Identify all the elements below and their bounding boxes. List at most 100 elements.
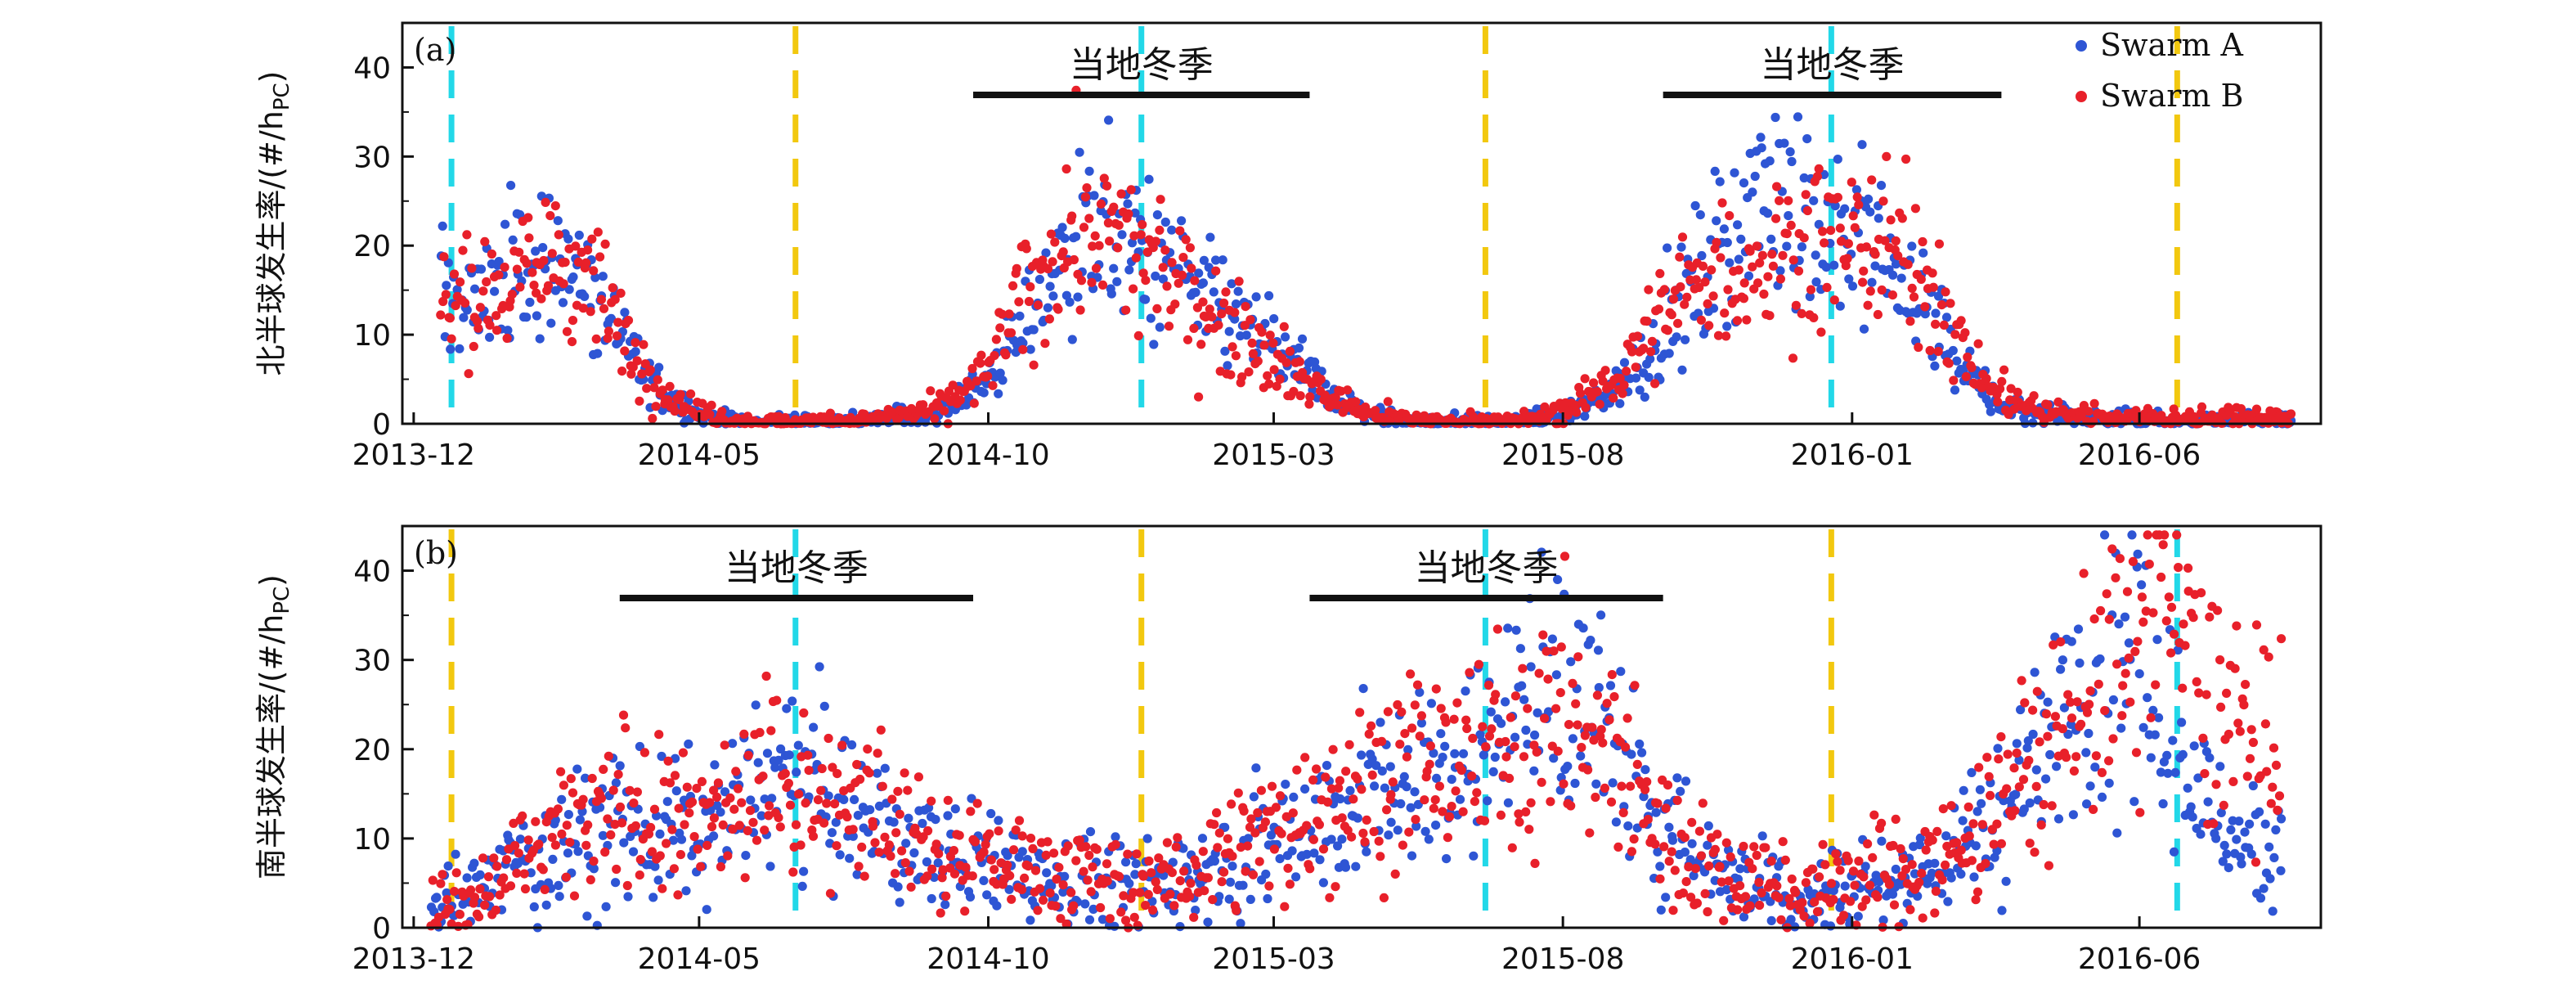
data-point: [1696, 315, 1706, 325]
data-point: [1171, 842, 1181, 852]
data-point: [1024, 296, 1034, 307]
data-point: [432, 893, 442, 902]
data-point: [635, 855, 645, 865]
data-point: [2245, 819, 2255, 829]
data-point: [1846, 897, 1856, 906]
data-point: [1703, 840, 1712, 850]
data-point: [1033, 300, 1043, 310]
data-point: [1300, 784, 1310, 794]
data-point: [1605, 681, 1616, 690]
data-point: [1576, 751, 1586, 761]
data-point: [2020, 698, 2030, 708]
data-point: [1269, 844, 1279, 854]
data-point: [2218, 857, 2228, 866]
data-point: [954, 830, 964, 840]
data-point: [981, 839, 990, 849]
data-point: [1025, 282, 1035, 292]
data-point: [1676, 786, 1685, 796]
data-point: [1543, 674, 1553, 684]
data-point: [1112, 277, 1122, 286]
data-point: [1211, 255, 1221, 265]
data-point: [1700, 888, 1710, 898]
data-point: [1632, 331, 1643, 341]
data-point: [717, 407, 727, 416]
data-point: [1960, 328, 1970, 338]
data-point: [1689, 870, 1699, 880]
data-point: [1556, 642, 1566, 652]
data-point: [1029, 325, 1039, 335]
data-point: [1870, 261, 1880, 271]
data-point: [1570, 778, 1580, 789]
data-point: [1061, 164, 1071, 174]
data-point: [2053, 814, 2064, 824]
data-point: [2066, 697, 2076, 707]
data-point: [1281, 780, 1290, 789]
data-point: [1099, 173, 1109, 183]
data-point: [657, 385, 667, 395]
data-point: [1971, 841, 1981, 851]
data-point: [1721, 331, 1731, 341]
data-point: [1265, 331, 1275, 340]
data-point: [1695, 210, 1705, 220]
data-point: [452, 285, 462, 295]
data-point: [1952, 356, 1962, 366]
data-point: [1829, 295, 1839, 305]
data-point: [2211, 780, 2221, 789]
data-point: [1185, 892, 1195, 902]
data-point: [581, 258, 591, 268]
data-point: [2031, 765, 2041, 775]
data-point: [994, 816, 1003, 825]
data-point: [874, 848, 884, 857]
data-point: [753, 758, 763, 767]
data-point: [1776, 915, 1786, 924]
data-point: [1040, 339, 1050, 349]
data-point: [1910, 204, 1920, 214]
data-point: [886, 851, 895, 861]
data-point: [2215, 655, 2225, 665]
data-point: [1587, 722, 1597, 732]
data-point: [783, 778, 794, 789]
data-point: [1117, 230, 1127, 240]
data-point: [1905, 317, 1915, 326]
data-point: [1647, 336, 1657, 346]
data-point: [1510, 691, 1520, 701]
data-point: [1309, 848, 1319, 858]
data-point: [1749, 842, 1759, 852]
data-point: [1748, 864, 1757, 874]
data-point: [637, 369, 647, 379]
data-point: [1914, 342, 1923, 353]
data-point: [1553, 746, 1563, 756]
data-point: [648, 893, 658, 902]
data-point: [1253, 356, 1263, 366]
data-point: [2043, 400, 2053, 410]
data-point: [1549, 646, 1559, 656]
data-point: [2143, 530, 2152, 540]
data-point: [1618, 807, 1628, 818]
data-point: [1889, 900, 1900, 910]
data-point: [903, 785, 913, 795]
data-point: [1458, 807, 1468, 816]
data-point: [931, 815, 940, 825]
data-point: [1479, 816, 1490, 825]
data-point: [1630, 681, 1640, 690]
data-point: [1280, 902, 1290, 911]
data-point: [2089, 398, 2099, 408]
data-point: [1167, 258, 1177, 268]
data-point: [1422, 767, 1432, 776]
data-point: [1008, 281, 1018, 290]
data-point: [1227, 799, 1236, 809]
data-point: [1763, 209, 1773, 218]
data-point: [1833, 155, 1842, 164]
data-point: [436, 310, 446, 320]
data-point: [1919, 248, 1928, 258]
data-point: [2183, 563, 2193, 573]
data-point: [550, 201, 560, 211]
data-point: [1018, 344, 1028, 354]
data-point: [1170, 299, 1180, 309]
data-point: [2131, 748, 2142, 758]
data-point: [1011, 825, 1021, 835]
data-point: [1692, 898, 1702, 908]
data-point: [765, 861, 775, 871]
data-point: [1644, 372, 1654, 382]
data-point: [2277, 814, 2287, 824]
